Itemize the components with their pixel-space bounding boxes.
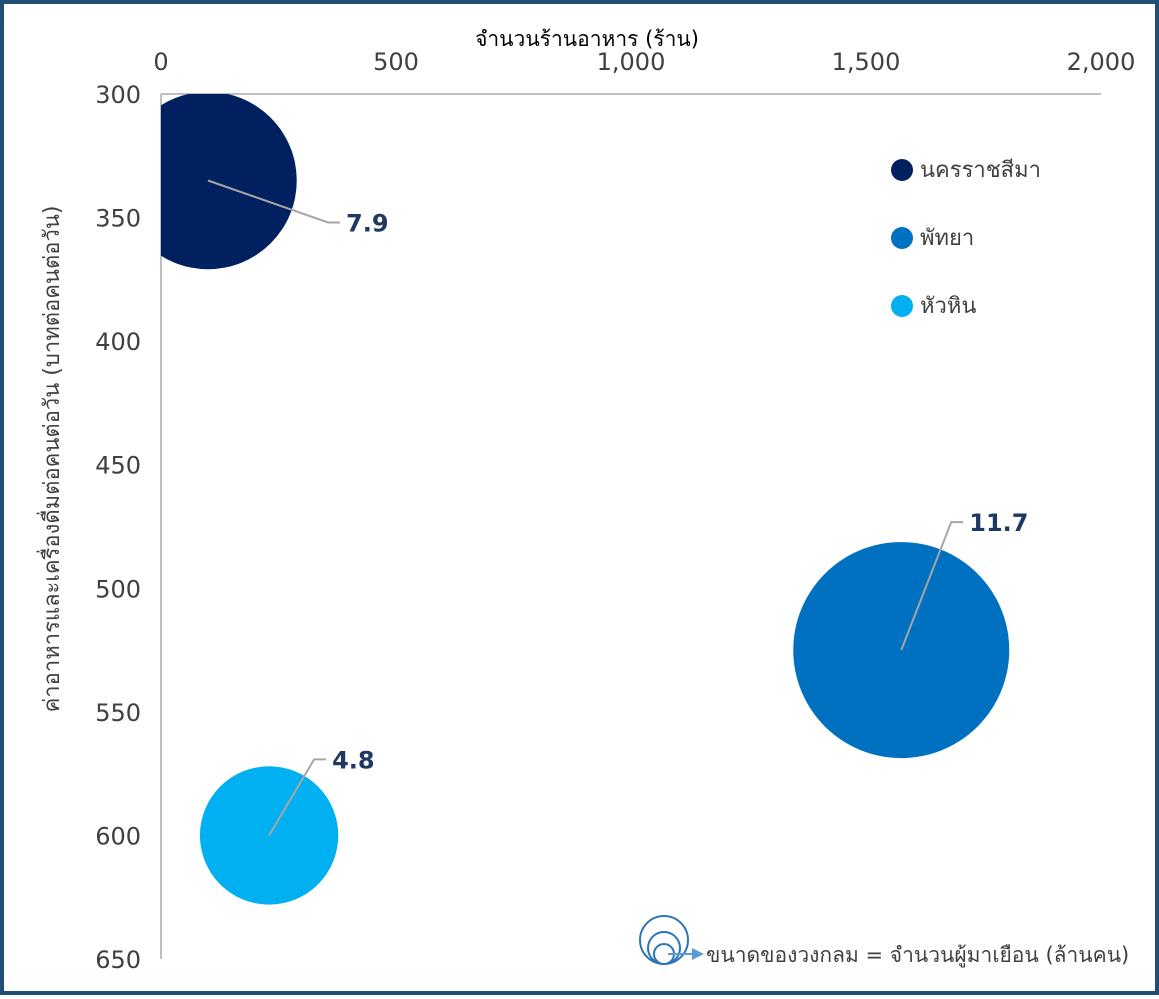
- bubble-1: [161, 94, 297, 270]
- y-tick-label: 500: [95, 575, 141, 603]
- legend-label: นครราชสีมา: [920, 158, 1041, 183]
- data-labels: 7.9 11.7 4.8: [332, 210, 1028, 775]
- legend-label: หัวหิน: [920, 294, 976, 319]
- legend-marker: [891, 159, 913, 181]
- legend-marker: [891, 227, 913, 249]
- size-note-text: ขนาดของวงกลม = จำนวนผู้มาเยือน (ล้านคน): [706, 943, 1129, 968]
- legend-label: พัทยา: [920, 226, 974, 251]
- y-tick-label: 600: [95, 822, 141, 850]
- x-tick-label: 0: [153, 48, 168, 76]
- size-note: ขนาดของวงกลม = จำนวนผู้มาเยือน (ล้านคน): [639, 915, 1129, 968]
- x-tick-labels: 0 500 1,000 1,500 2,000: [153, 48, 1135, 76]
- data-label: 7.9: [346, 210, 389, 238]
- bubble-chart: 0 500 1,000 1,500 2,000 300 350 400 450 500 550 60…: [36, 27, 1135, 974]
- x-tick-label: 500: [373, 48, 419, 76]
- y-tick-label: 300: [95, 81, 141, 109]
- leader-line: [207, 179, 340, 224]
- x-tick-label: 2,000: [1067, 48, 1136, 76]
- y-tick-label: 400: [95, 328, 141, 356]
- x-tick-label: 1,500: [832, 48, 901, 76]
- legend-marker: [891, 295, 913, 317]
- leader-line: [268, 758, 327, 836]
- bubbles: [161, 94, 1010, 905]
- data-label: 11.7: [969, 509, 1028, 537]
- data-label: 4.8: [332, 746, 375, 774]
- data-label-leaders: [207, 179, 964, 836]
- y-tick-labels: 300 350 400 450 500 550 600 650: [95, 81, 141, 974]
- y-axis-title: ค่าอาหารและเครื่องดื่มต่อคนต่อวัน (บาทต่…: [36, 206, 65, 713]
- y-tick-label: 550: [95, 699, 141, 727]
- nested-circles-icon: [639, 915, 704, 965]
- y-tick-label: 450: [95, 452, 141, 480]
- y-tick-label: 650: [95, 946, 141, 974]
- x-tick-label: 1,000: [597, 48, 666, 76]
- leader-line: [900, 521, 964, 651]
- y-tick-label: 350: [95, 205, 141, 233]
- x-axis-title: จำนวนร้านอาหาร (ร้าน): [475, 27, 699, 51]
